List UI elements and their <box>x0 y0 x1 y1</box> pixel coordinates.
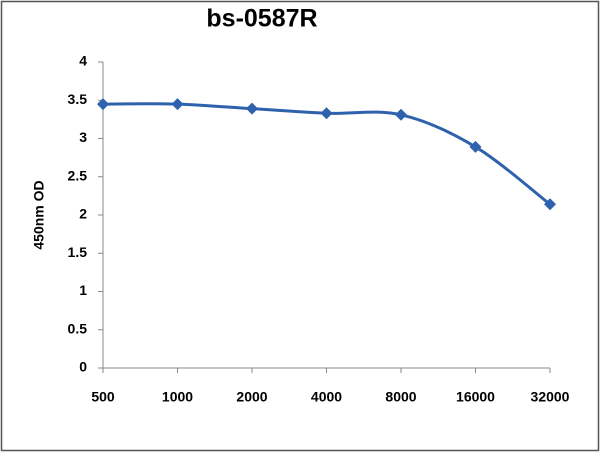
data-point <box>97 98 109 111</box>
data-point <box>469 140 482 153</box>
y-tick-label: 2.5 <box>68 167 88 183</box>
x-tick-label: 16000 <box>456 389 495 405</box>
y-tick-label: 0.5 <box>68 320 88 336</box>
chart-title: bs-0587R <box>206 5 317 33</box>
x-tick-label: 4000 <box>311 389 342 405</box>
data-point <box>171 98 184 111</box>
x-tick-label: 500 <box>91 389 115 405</box>
x-tick-label: 1000 <box>162 389 193 405</box>
y-tick-label: 2 <box>79 206 87 222</box>
y-tick-label: 0 <box>79 359 87 375</box>
data-point <box>320 107 333 120</box>
y-tick-label: 1.5 <box>68 244 88 260</box>
x-tick-label: 32000 <box>531 389 570 405</box>
y-tick-label: 3.5 <box>68 91 88 107</box>
y-tick-label: 3 <box>79 129 87 145</box>
data-point <box>246 102 258 115</box>
y-tick-label: 4 <box>79 53 87 69</box>
x-tick-label: 8000 <box>385 389 416 405</box>
y-tick-label: 1 <box>79 282 87 298</box>
data-point <box>395 108 407 121</box>
y-axis-label: 450nm OD <box>31 180 47 249</box>
data-point <box>544 198 556 211</box>
x-tick-label: 2000 <box>236 389 267 405</box>
